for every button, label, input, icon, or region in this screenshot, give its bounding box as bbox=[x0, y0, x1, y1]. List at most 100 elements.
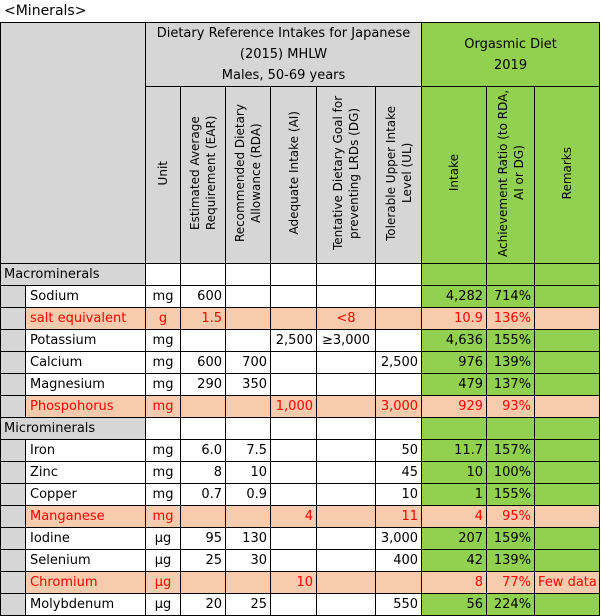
cell-ul: 45 bbox=[374, 461, 423, 484]
cell-unit: mg bbox=[145, 395, 181, 418]
cell-dg bbox=[316, 373, 376, 396]
row-indent bbox=[0, 505, 26, 528]
cell-unit: mg bbox=[145, 439, 181, 462]
cell-intake: 42 bbox=[421, 549, 488, 572]
row-indent bbox=[0, 439, 26, 462]
cell-ul: 11 bbox=[374, 505, 423, 528]
cell-remarks bbox=[534, 439, 601, 462]
row-indent bbox=[0, 593, 26, 616]
cell-dg: <8 bbox=[316, 307, 376, 330]
cell-remarks bbox=[534, 505, 601, 528]
cell-ul: 3,000 bbox=[374, 395, 423, 418]
cell-intake: 1 bbox=[421, 483, 488, 506]
group-filler bbox=[180, 417, 226, 440]
row-indent bbox=[0, 351, 26, 374]
row-indent bbox=[0, 329, 26, 352]
cell-intake: 10 bbox=[421, 461, 488, 484]
col-ratio: Achievement Ratio (to RDA, AI or DG) bbox=[486, 86, 536, 264]
table-row: Selenium μg 25 30 400 42 139% bbox=[0, 549, 601, 572]
table-row: salt equivalent g 1.5 <8 10.9 136% bbox=[0, 307, 601, 330]
cell-ul bbox=[374, 373, 423, 396]
cell-mineral-name: Copper bbox=[25, 483, 146, 506]
cell-ul: 550 bbox=[374, 593, 423, 616]
col-ai: Adequate Intake (AI) bbox=[270, 86, 317, 264]
cell-ear: 600 bbox=[180, 351, 226, 374]
cell-rda bbox=[225, 285, 271, 308]
table-row: Iodine μg 95 130 3,000 207 159% bbox=[0, 527, 601, 550]
cell-ratio: 155% bbox=[486, 329, 536, 352]
cell-mineral-name: Sodium bbox=[25, 285, 146, 308]
cell-dg bbox=[316, 351, 376, 374]
cell-mineral-name: Molybdenum bbox=[25, 593, 146, 616]
col-ul: Tolerable Upper Intake Level (UL) bbox=[374, 86, 423, 264]
cell-ai bbox=[270, 307, 317, 330]
cell-unit: μg bbox=[145, 593, 181, 616]
cell-ai bbox=[270, 439, 317, 462]
table-row: Calcium mg 600 700 2,500 976 139% bbox=[0, 351, 601, 374]
cell-unit: mg bbox=[145, 461, 181, 484]
cell-intake: 4,282 bbox=[421, 285, 488, 308]
cell-ratio: 100% bbox=[486, 461, 536, 484]
cell-ul bbox=[374, 571, 423, 594]
cell-mineral-name: Calcium bbox=[25, 351, 146, 374]
cell-dg bbox=[316, 439, 376, 462]
cell-ratio: 139% bbox=[486, 351, 536, 374]
cell-rda: 700 bbox=[225, 351, 271, 374]
cell-ratio: 224% bbox=[486, 593, 536, 616]
cell-remarks: Few data bbox=[534, 571, 601, 594]
cell-rda: 10 bbox=[225, 461, 271, 484]
table-row: Zinc mg 8 10 45 10 100% bbox=[0, 461, 601, 484]
cell-remarks bbox=[534, 285, 601, 308]
cell-mineral-name: Manganese bbox=[25, 505, 146, 528]
cell-dg bbox=[316, 505, 376, 528]
cell-unit: μg bbox=[145, 527, 181, 550]
cell-ratio: 137% bbox=[486, 373, 536, 396]
col-remarks: Remarks bbox=[534, 86, 601, 264]
cell-mineral-name: Chromium bbox=[25, 571, 146, 594]
cell-rda: 25 bbox=[225, 593, 271, 616]
group-label: Macrominerals bbox=[0, 263, 146, 286]
cell-intake: 11.7 bbox=[421, 439, 488, 462]
cell-unit: mg bbox=[145, 505, 181, 528]
cell-ul: 400 bbox=[374, 549, 423, 572]
row-indent bbox=[0, 461, 26, 484]
cell-intake: 56 bbox=[421, 593, 488, 616]
cell-unit: mg bbox=[145, 285, 181, 308]
group-filler bbox=[145, 263, 181, 286]
cell-intake: 976 bbox=[421, 351, 488, 374]
cell-ratio: 95% bbox=[486, 505, 536, 528]
cell-mineral-name: Zinc bbox=[25, 461, 146, 484]
row-indent bbox=[0, 307, 26, 330]
cell-ear bbox=[180, 505, 226, 528]
group-filler bbox=[316, 263, 376, 286]
cell-unit: mg bbox=[145, 329, 181, 352]
cell-remarks bbox=[534, 527, 601, 550]
cell-dg bbox=[316, 571, 376, 594]
row-indent bbox=[0, 395, 26, 418]
diet-year: 2019 bbox=[494, 57, 528, 73]
cell-intake: 4,636 bbox=[421, 329, 488, 352]
cell-rda bbox=[225, 307, 271, 330]
col-rda: Recommended Dietary Allowance (RDA) bbox=[225, 86, 271, 264]
cell-ratio: 155% bbox=[486, 483, 536, 506]
row-indent bbox=[0, 571, 26, 594]
table-row: Molybdenum μg 20 25 550 56 224% bbox=[0, 593, 601, 616]
cell-ear: 1.5 bbox=[180, 307, 226, 330]
cell-ear: 20 bbox=[180, 593, 226, 616]
group-filler bbox=[374, 263, 423, 286]
cell-ai bbox=[270, 527, 317, 550]
cell-ratio: 159% bbox=[486, 527, 536, 550]
cell-dg bbox=[316, 593, 376, 616]
group-filler bbox=[421, 263, 488, 286]
cell-ul: 3,000 bbox=[374, 527, 423, 550]
cell-mineral-name: Selenium bbox=[25, 549, 146, 572]
cell-unit: mg bbox=[145, 483, 181, 506]
row-indent bbox=[0, 285, 26, 308]
cell-mineral-name: Phospohorus bbox=[25, 395, 146, 418]
table-row: Potassium mg 2,500 ≥3,000 4,636 155% bbox=[0, 329, 601, 352]
cell-dg: ≥3,000 bbox=[316, 329, 376, 352]
cell-intake: 207 bbox=[421, 527, 488, 550]
cell-ratio: 136% bbox=[486, 307, 536, 330]
table-row: Manganese mg 4 11 4 95% bbox=[0, 505, 601, 528]
group-filler bbox=[534, 417, 601, 440]
